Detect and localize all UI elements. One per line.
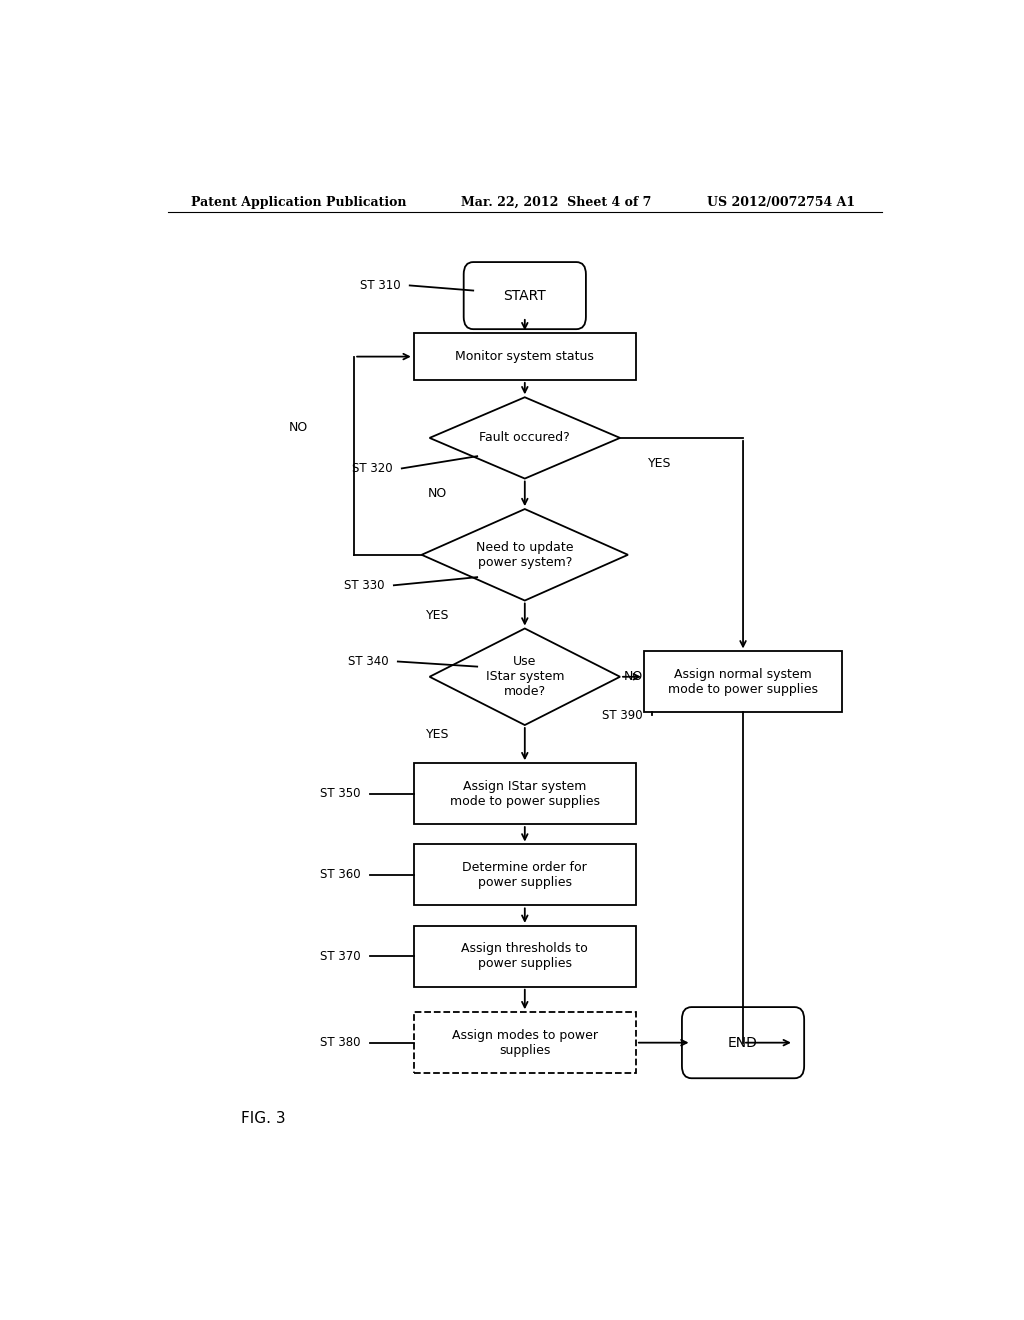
Text: Determine order for
power supplies: Determine order for power supplies [463,861,587,888]
Text: YES: YES [426,610,450,622]
Text: Assign thresholds to
power supplies: Assign thresholds to power supplies [462,942,588,970]
Polygon shape [422,510,628,601]
Text: FIG. 3: FIG. 3 [241,1111,286,1126]
Polygon shape [430,397,620,479]
Bar [414,1012,636,1073]
Text: ST 350: ST 350 [321,787,360,800]
Text: NO: NO [624,671,643,684]
Bar [414,763,636,824]
Text: YES: YES [426,729,450,742]
Text: Mar. 22, 2012  Sheet 4 of 7: Mar. 22, 2012 Sheet 4 of 7 [461,195,651,209]
Text: ST 370: ST 370 [319,950,360,962]
Text: Patent Application Publication: Patent Application Publication [191,195,407,209]
FancyBboxPatch shape [464,263,586,329]
Text: ST 380: ST 380 [321,1036,360,1049]
Text: Assign modes to power
supplies: Assign modes to power supplies [452,1028,598,1057]
Bar [644,651,842,713]
Text: US 2012/0072754 A1: US 2012/0072754 A1 [708,195,855,209]
FancyBboxPatch shape [682,1007,804,1078]
Text: ST 390: ST 390 [602,709,642,722]
Text: Use
IStar system
mode?: Use IStar system mode? [485,655,564,698]
Text: ST 320: ST 320 [351,462,392,475]
Text: NO: NO [289,421,308,434]
Bar [414,925,636,987]
Text: NO: NO [428,487,447,500]
Polygon shape [430,628,620,725]
Text: START: START [504,289,546,302]
Text: Monitor system status: Monitor system status [456,350,594,363]
Text: ST 310: ST 310 [359,279,400,292]
Text: ST 360: ST 360 [319,869,360,882]
Text: Fault occured?: Fault occured? [479,432,570,445]
Text: Assign IStar system
mode to power supplies: Assign IStar system mode to power suppli… [450,780,600,808]
Text: Need to update
power system?: Need to update power system? [476,541,573,569]
Text: YES: YES [648,457,672,470]
Text: END: END [728,1036,758,1049]
Bar [414,333,636,380]
Text: ST 340: ST 340 [348,655,388,668]
Text: ST 330: ST 330 [344,578,384,591]
Text: Assign normal system
mode to power supplies: Assign normal system mode to power suppl… [668,668,818,696]
Bar [414,845,636,906]
